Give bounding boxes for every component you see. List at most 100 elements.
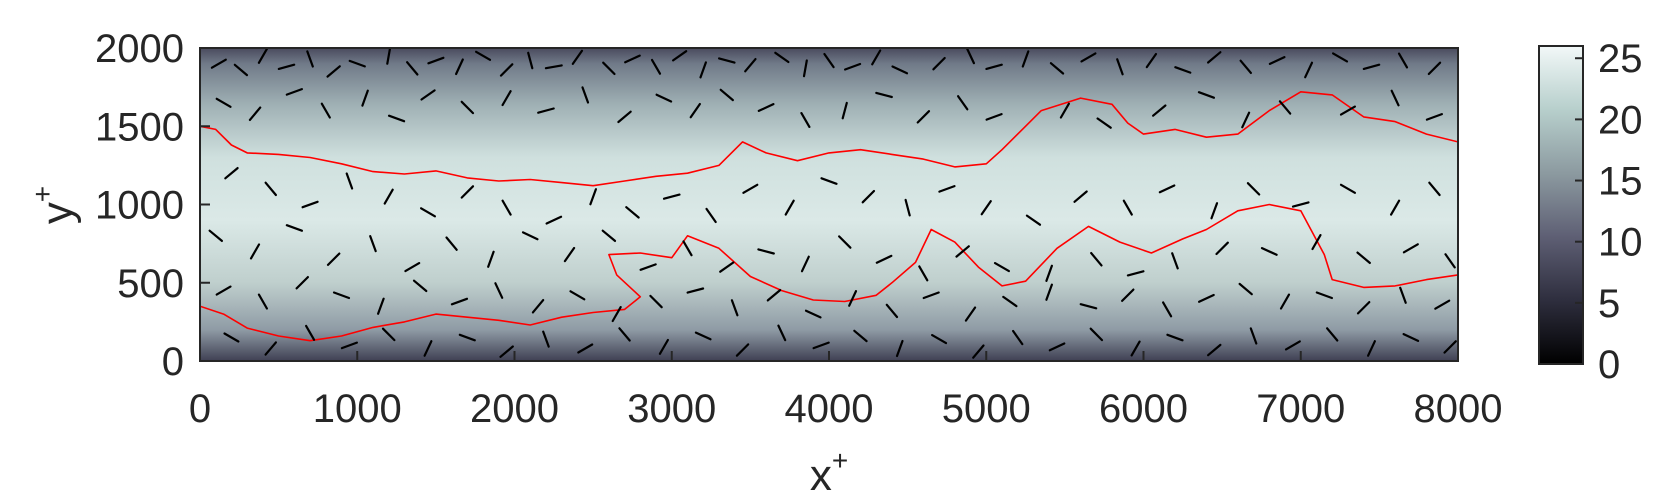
particle: [521, 231, 539, 241]
particle: [993, 262, 1011, 273]
particle: [985, 63, 1003, 71]
y-tick-label: 1500: [95, 105, 184, 149]
particle: [1315, 291, 1334, 300]
particle: [383, 188, 394, 205]
particle: [766, 289, 782, 302]
x-axis: 0 1000 2000 3000 4000 5000 6000 7000 8000: [189, 351, 1502, 431]
particle: [918, 265, 929, 282]
colorbar-tick-label: 20: [1598, 98, 1643, 142]
particle: [904, 198, 911, 217]
particle: [569, 290, 586, 301]
particle: [682, 240, 693, 257]
particle: [1291, 201, 1310, 208]
particle: [730, 299, 739, 317]
particle: [1089, 327, 1104, 342]
particle: [501, 199, 512, 216]
particle: [458, 333, 476, 342]
particle: [420, 207, 436, 218]
y-tick-label: 1000: [95, 184, 184, 228]
particle: [618, 327, 631, 342]
particle: [381, 327, 396, 342]
particle: [1197, 293, 1215, 303]
y-axis-label: y+: [27, 186, 82, 224]
particle: [1215, 241, 1229, 256]
particle: [1356, 251, 1371, 264]
particle: [1339, 105, 1357, 116]
particle: [501, 90, 512, 107]
particle: [784, 199, 795, 216]
particle: [1161, 301, 1173, 318]
particle: [361, 89, 369, 107]
particle: [387, 114, 406, 123]
particle: [853, 329, 868, 343]
particle: [412, 279, 428, 293]
particle: [1339, 183, 1357, 194]
particle: [460, 100, 475, 115]
particle: [891, 65, 909, 75]
particle: [930, 334, 948, 345]
particle: [1249, 327, 1258, 345]
particle: [1120, 288, 1135, 302]
particle: [820, 177, 838, 185]
particle: [955, 245, 970, 258]
particle: [1362, 63, 1381, 71]
particle: [563, 246, 576, 263]
particle: [1048, 342, 1066, 352]
particle: [1238, 282, 1253, 296]
particle: [257, 293, 268, 310]
particle: [208, 229, 223, 242]
x-tick-label: 7000: [1256, 387, 1345, 431]
particle: [875, 254, 893, 264]
particle: [264, 181, 277, 197]
particle: [757, 102, 775, 113]
colorbar-ticks: 0 5 10 15 20 25: [1575, 37, 1643, 387]
particle: [717, 57, 736, 64]
particle: [1427, 61, 1442, 76]
particle: [223, 332, 240, 343]
x-tick-label: 0: [189, 387, 211, 431]
colorbar-tick-label: 10: [1598, 221, 1643, 265]
particle: [1304, 61, 1314, 79]
particle: [804, 309, 822, 319]
y-tick-label: 500: [117, 262, 184, 306]
particle: [1206, 343, 1222, 357]
particle: [916, 110, 931, 124]
contour-lower-interface: [200, 203, 1458, 342]
particle: [386, 48, 392, 65]
particle: [445, 236, 458, 251]
particle: [320, 102, 331, 119]
particle: [1366, 340, 1377, 357]
particle: [611, 306, 622, 323]
particle: [249, 243, 261, 260]
colorbar-gradient: [1538, 45, 1584, 365]
particle: [326, 252, 341, 266]
x-tick-label: 2000: [470, 387, 559, 431]
x-tick-label: 1000: [313, 387, 402, 431]
particle: [589, 188, 598, 206]
particle: [377, 297, 385, 315]
particle: [980, 200, 992, 216]
particle: [1241, 111, 1251, 129]
contour-lines: [200, 91, 1458, 342]
particle: [800, 255, 810, 273]
particle: [404, 262, 421, 273]
particle: [1166, 333, 1184, 342]
particle: [871, 49, 882, 66]
particle: [777, 324, 787, 342]
colorbar-tick-label: 15: [1598, 160, 1643, 204]
y-tick-label: 2000: [95, 27, 184, 71]
y-tick-label: 0: [162, 340, 184, 384]
particle: [369, 235, 377, 253]
particle: [655, 93, 673, 103]
particle: [455, 58, 464, 76]
particle: [1278, 100, 1292, 115]
particle: [972, 344, 985, 359]
particle: [1197, 91, 1216, 99]
x-tick-label: 3000: [627, 387, 716, 431]
plot-area: [199, 47, 1459, 362]
particle: [689, 102, 702, 119]
particle: [487, 250, 495, 268]
particle: [1080, 52, 1097, 63]
particle: [617, 110, 632, 124]
